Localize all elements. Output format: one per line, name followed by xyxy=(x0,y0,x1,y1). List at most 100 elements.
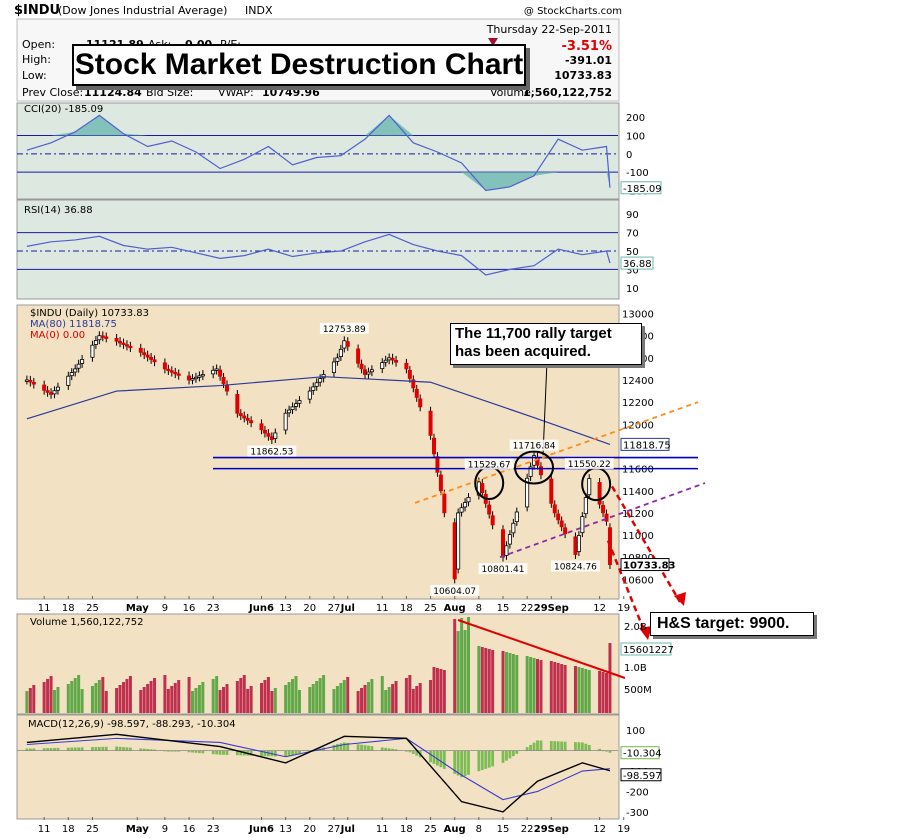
price-candle xyxy=(197,375,202,378)
x-axis-bottom-label: 12 xyxy=(593,824,606,835)
volume-bar xyxy=(339,683,343,713)
cci-tick-label: 200 xyxy=(626,113,645,124)
macd-histogram-bar xyxy=(170,750,174,752)
rsi-tick-label: 30 xyxy=(626,265,639,276)
volume-bar xyxy=(177,680,181,713)
x-axis-top-label: Jun6 xyxy=(248,603,274,614)
price-candle xyxy=(459,507,464,513)
macd-histogram-bar xyxy=(487,750,491,768)
volume-bar xyxy=(370,679,374,713)
price-candle xyxy=(511,522,516,534)
volume-bar xyxy=(173,683,177,713)
macd-histogram-bar xyxy=(66,747,70,751)
volume-bar xyxy=(587,670,591,713)
macd-histogram-bar xyxy=(553,741,557,751)
x-axis-bottom-label: 25 xyxy=(424,824,437,835)
volume-bar xyxy=(25,691,29,713)
volume-bar xyxy=(484,648,488,713)
macd-histogram-bar xyxy=(56,747,60,751)
volume-bar xyxy=(225,684,229,713)
cci-overbought-fill xyxy=(26,115,610,136)
volume-bar xyxy=(294,676,298,713)
rsi-line xyxy=(26,233,611,276)
x-axis-bottom-label: 18 xyxy=(400,824,413,835)
macd-title: MACD(12,26,9) -98.597, -88.293, -10.304 xyxy=(28,719,236,730)
macd-histogram-bar xyxy=(284,750,288,757)
volume-bar xyxy=(384,690,388,713)
price-candle xyxy=(287,409,292,414)
macd-histogram-bar xyxy=(149,749,153,751)
cci-title: CCI(20) -185.09 xyxy=(24,104,103,115)
macd-histogram-bar xyxy=(32,748,36,751)
price-candle xyxy=(442,493,447,514)
macd-histogram-bar xyxy=(260,750,263,756)
volume-bar xyxy=(222,687,226,713)
macd-histogram-bar xyxy=(584,743,588,751)
price-tick-label: 12200 xyxy=(622,398,654,409)
volume-bar xyxy=(46,679,50,713)
price-candle xyxy=(359,363,364,370)
volume-bar xyxy=(122,682,125,713)
volume-bar xyxy=(573,666,577,713)
volume-tick-label: 2.0B xyxy=(624,622,647,633)
header-date: Thursday 22-Sep-2011 xyxy=(486,23,612,36)
ticker-exchange: INDX xyxy=(245,4,273,17)
macd-histogram-bar xyxy=(215,750,219,755)
volume-bar xyxy=(149,681,153,713)
x-axis-top-label: 19 xyxy=(617,603,630,614)
rsi-tick-label: 90 xyxy=(626,210,639,221)
volume-bar xyxy=(394,681,398,713)
price-candle xyxy=(452,522,457,580)
ma80-last-label: 11818.75 xyxy=(623,440,671,451)
macd-histogram-bar xyxy=(408,750,412,753)
price-candle xyxy=(145,354,150,358)
macd-histogram-bar xyxy=(384,747,388,751)
price-annotation: 11550.22 xyxy=(568,460,611,470)
price-annotation: 10801.41 xyxy=(482,565,525,575)
macd-histogram-bar xyxy=(91,747,94,751)
volume-bar xyxy=(32,685,36,713)
price-candle xyxy=(487,504,492,515)
overlay-title: Stock Market Destruction Chart xyxy=(72,44,526,86)
cci-oversold-fill xyxy=(26,172,610,191)
macd-histogram-bar xyxy=(53,747,56,751)
volume-bar xyxy=(366,682,370,713)
volume-bar xyxy=(580,668,584,713)
macd-histogram-bar xyxy=(273,750,277,757)
price-candle xyxy=(262,429,267,434)
price-candle xyxy=(507,534,512,545)
volume-bar xyxy=(491,650,495,713)
volume-bar xyxy=(356,691,360,713)
volume-bar xyxy=(432,667,436,713)
macd-histogram-bar xyxy=(508,750,512,759)
macd-histogram-bar xyxy=(505,750,508,761)
x-axis-top-label: 11 xyxy=(38,603,51,614)
high-label: High: xyxy=(22,53,51,66)
volume-bar xyxy=(273,688,277,713)
price-candle xyxy=(418,398,423,408)
macd-histogram-bar xyxy=(460,750,463,778)
volume-bar xyxy=(467,617,470,713)
volume-bar xyxy=(53,690,56,713)
volume-bar xyxy=(536,659,539,713)
x-axis-bottom-label: 22 xyxy=(521,824,534,835)
x-axis-top-label: 25 xyxy=(424,603,437,614)
price-annotation-bg xyxy=(478,563,528,575)
macd-histogram-bar xyxy=(191,750,194,753)
price-candle xyxy=(93,340,98,345)
volume-label: Volume: xyxy=(490,86,535,99)
x-axis-top-label: 25 xyxy=(86,603,99,614)
volume-bar xyxy=(442,670,446,713)
macd-histogram-bar xyxy=(298,750,301,754)
macd-histogram-bar xyxy=(104,746,108,751)
volume-bar xyxy=(308,687,312,713)
price-candle xyxy=(259,423,264,431)
macd-histogram-bar xyxy=(201,750,205,754)
price-candle xyxy=(580,516,585,534)
ticker-symbol: $INDU xyxy=(14,3,60,18)
volume-bar xyxy=(56,687,60,713)
price-annotation-bg xyxy=(247,445,297,457)
volume-bar xyxy=(115,688,119,713)
price-candle xyxy=(438,474,443,492)
x-axis-top-label: Aug xyxy=(444,603,466,614)
